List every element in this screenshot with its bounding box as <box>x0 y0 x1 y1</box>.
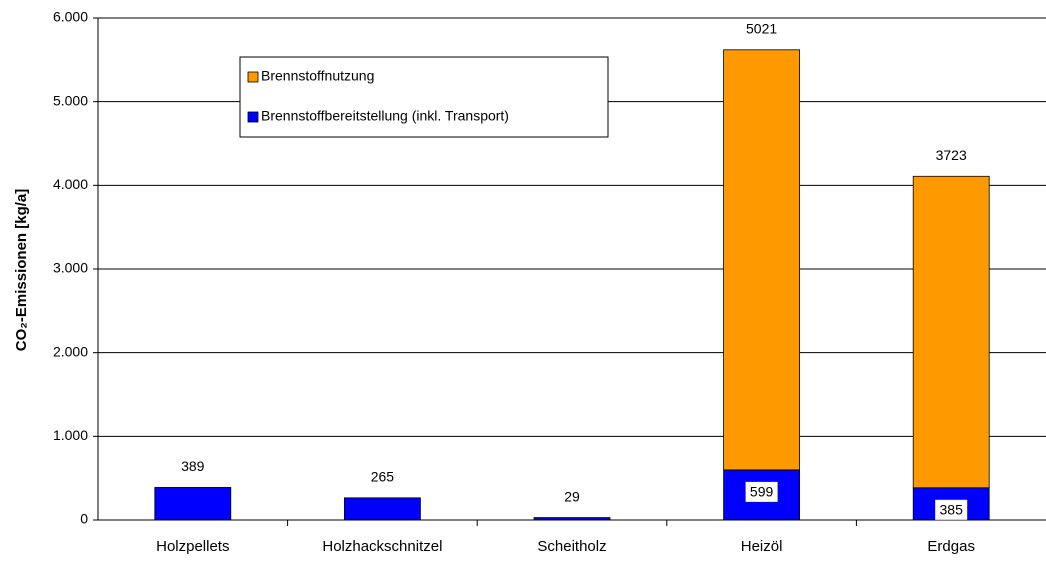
value-label: 5021 <box>746 20 777 36</box>
y-tick-label: 4.000 <box>53 176 88 192</box>
bar-segment <box>154 487 232 521</box>
y-tick-label: 0 <box>80 511 88 527</box>
bar-segment <box>723 49 800 471</box>
value-label: 265 <box>371 469 395 485</box>
x-tick-label: Erdgas <box>927 538 975 555</box>
value-label-bg <box>745 481 778 502</box>
x-tick-label: Scheitholz <box>537 538 606 555</box>
value-label-bg <box>935 499 968 520</box>
value-label: 3723 <box>936 147 967 163</box>
y-tick-label: 6.000 <box>53 9 88 25</box>
y-tick-label: 1.000 <box>53 427 88 443</box>
legend-box <box>239 56 609 138</box>
x-tick-label: Holzhackschnitzel <box>322 538 442 555</box>
y-tick-label: 5.000 <box>53 92 88 108</box>
legend-swatch <box>247 71 259 83</box>
bar-segment <box>533 517 611 521</box>
y-tick-label: 2.000 <box>53 343 88 359</box>
y-tick-label: 3.000 <box>53 260 88 276</box>
legend-label: Brennstoffnutzung <box>261 68 374 84</box>
x-tick-label: Holzpellets <box>156 538 229 555</box>
value-label: 389 <box>181 458 205 474</box>
legend-swatch <box>247 111 259 123</box>
value-label: 385 <box>940 501 964 517</box>
value-label: 29 <box>564 488 580 504</box>
bar-segment <box>912 175 990 489</box>
value-label: 599 <box>750 484 774 500</box>
x-tick-label: Heizöl <box>741 538 783 555</box>
y-axis-label: CO₂-Emissionen [kg/a] <box>13 189 30 352</box>
bar-segment <box>343 497 421 521</box>
legend-label: Brennstoffbereitstellung (inkl. Transpor… <box>261 108 509 124</box>
